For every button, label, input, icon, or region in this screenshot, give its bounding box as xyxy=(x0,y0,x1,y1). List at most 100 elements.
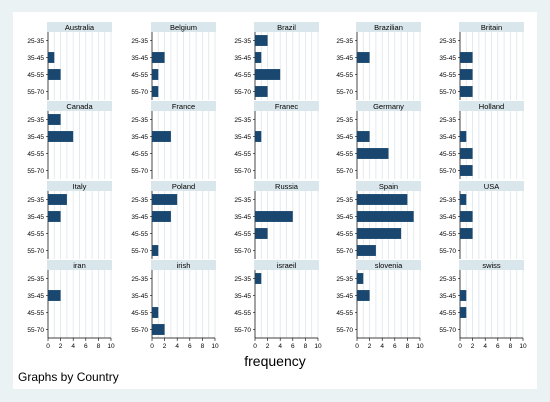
x-tick-label: 4 xyxy=(483,343,487,350)
bar xyxy=(357,194,408,205)
category-tick-label: 45-55 xyxy=(131,310,148,317)
x-tick-label: 6 xyxy=(84,343,88,350)
bar xyxy=(48,114,61,125)
category-tick-label: 35-45 xyxy=(336,55,353,62)
bar xyxy=(152,194,178,205)
category-tick-label: 35-45 xyxy=(336,134,353,141)
category-tick-label: 55-70 xyxy=(27,327,44,334)
category-tick-label: 35-45 xyxy=(27,214,44,221)
category-tick-label: 35-45 xyxy=(234,134,251,141)
category-tick-label: 55-70 xyxy=(234,248,251,255)
category-tick-label: 55-70 xyxy=(336,248,353,255)
category-tick-label: 25-35 xyxy=(27,117,44,124)
panel-title: iran xyxy=(73,261,86,270)
x-tick-label: 8 xyxy=(406,343,410,350)
category-tick-label: 55-70 xyxy=(439,89,456,96)
x-tick-label: 4 xyxy=(175,343,179,350)
x-tick-label: 8 xyxy=(304,343,308,350)
category-tick-label: 55-70 xyxy=(234,89,251,96)
x-tick-label: 0 xyxy=(253,343,257,350)
x-tick-label: 10 xyxy=(211,343,219,350)
category-tick-label: 55-70 xyxy=(336,327,353,334)
x-tick-label: 2 xyxy=(59,343,63,350)
x-tick-label: 0 xyxy=(150,343,154,350)
bar xyxy=(460,131,467,142)
category-tick-label: 55-70 xyxy=(131,168,148,175)
category-tick-label: 25-35 xyxy=(131,197,148,204)
bar xyxy=(357,52,370,63)
category-tick-label: 35-45 xyxy=(131,214,148,221)
panels-group: Australia 25-35 35-45 45-55 55-70 Belgium 25-3… xyxy=(27,22,527,350)
category-tick-label: 25-35 xyxy=(131,117,148,124)
panel-title: Germany xyxy=(373,102,404,111)
category-tick-label: 45-55 xyxy=(234,72,251,79)
panel-title-strip xyxy=(254,101,319,111)
panel-title-strip xyxy=(254,22,319,32)
category-tick-label: 55-70 xyxy=(336,89,353,96)
x-tick-label: 10 xyxy=(314,343,322,350)
category-tick-label: 35-45 xyxy=(131,55,148,62)
category-tick-label: 55-70 xyxy=(27,89,44,96)
plot-area-background xyxy=(13,12,537,389)
category-tick-label: 25-35 xyxy=(439,276,456,283)
x-tick-label: 8 xyxy=(509,343,513,350)
category-tick-label: 55-70 xyxy=(131,89,148,96)
bar xyxy=(152,245,159,256)
bar xyxy=(357,211,414,222)
bar xyxy=(48,290,61,301)
category-tick-label: 35-45 xyxy=(234,55,251,62)
panel-title-strip xyxy=(47,22,112,32)
bar xyxy=(357,290,370,301)
category-tick-label: 25-35 xyxy=(27,276,44,283)
panel-title: swiss xyxy=(482,261,501,270)
panel-title: Italy xyxy=(73,182,87,191)
category-tick-label: 45-55 xyxy=(234,310,251,317)
panel-title-strip xyxy=(459,181,524,191)
bar xyxy=(357,273,364,284)
x-tick-label: 0 xyxy=(355,343,359,350)
category-tick-label: 45-55 xyxy=(234,231,251,238)
bar xyxy=(460,211,473,222)
bar xyxy=(48,131,74,142)
bar xyxy=(152,69,159,80)
bar xyxy=(357,148,389,159)
panel-title: Belgium xyxy=(170,23,197,32)
category-tick-label: 45-55 xyxy=(439,231,456,238)
x-tick-label: 2 xyxy=(266,343,270,350)
x-tick-label: 6 xyxy=(496,343,500,350)
category-tick-label: 25-35 xyxy=(336,117,353,124)
category-tick-label: 25-35 xyxy=(439,197,456,204)
category-tick-label: 45-55 xyxy=(131,72,148,79)
category-tick-label: 55-70 xyxy=(27,248,44,255)
panel-title: Britain xyxy=(481,23,502,32)
category-tick-label: 45-55 xyxy=(27,310,44,317)
bar xyxy=(255,273,262,284)
category-tick-label: 25-35 xyxy=(439,117,456,124)
x-tick-label: 6 xyxy=(291,343,295,350)
x-tick-label: 2 xyxy=(163,343,167,350)
x-tick-label: 6 xyxy=(188,343,192,350)
category-tick-label: 25-35 xyxy=(336,197,353,204)
category-tick-label: 45-55 xyxy=(27,231,44,238)
panel-title: Poland xyxy=(172,182,195,191)
category-tick-label: 25-35 xyxy=(336,38,353,45)
panel-title-strip xyxy=(151,260,216,270)
panel-title: Australia xyxy=(65,23,95,32)
category-tick-label: 35-45 xyxy=(439,55,456,62)
panel-title-strip xyxy=(356,260,421,270)
panel-title: Brazilian xyxy=(374,23,403,32)
category-tick-label: 55-70 xyxy=(27,168,44,175)
bar xyxy=(152,324,165,335)
bar xyxy=(255,35,268,46)
panel-title-strip xyxy=(459,101,524,111)
category-tick-label: 45-55 xyxy=(439,72,456,79)
panel-title-strip xyxy=(459,260,524,270)
bar xyxy=(152,131,171,142)
x-tick-label: 10 xyxy=(416,343,424,350)
category-tick-label: 25-35 xyxy=(234,197,251,204)
category-tick-label: 55-70 xyxy=(439,248,456,255)
category-tick-label: 35-45 xyxy=(27,134,44,141)
bar xyxy=(357,228,402,239)
category-tick-label: 45-55 xyxy=(27,151,44,158)
graphs-by-note: Graphs by Country xyxy=(18,370,119,384)
